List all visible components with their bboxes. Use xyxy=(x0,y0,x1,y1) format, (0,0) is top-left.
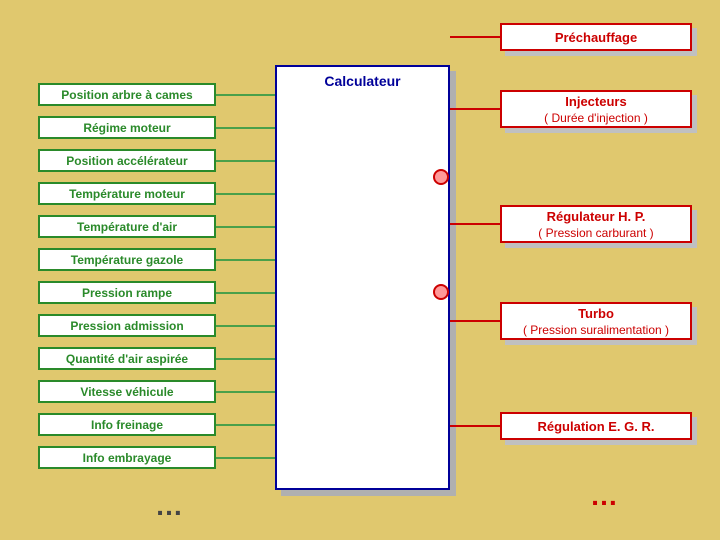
input-connector xyxy=(216,259,275,261)
input-box: Pression admission xyxy=(38,314,216,337)
input-box: Température d'air xyxy=(38,215,216,238)
calculator-label: Calculateur xyxy=(324,73,400,89)
output-title: Régulation E. G. R. xyxy=(537,419,654,434)
input-connector xyxy=(216,226,275,228)
input-connector xyxy=(216,160,275,162)
input-box: Vitesse véhicule xyxy=(38,380,216,403)
output-box: Turbo ( Pression suralimentation ) xyxy=(500,302,692,340)
input-connector xyxy=(216,424,275,426)
input-box: Température gazole xyxy=(38,248,216,271)
output-connector xyxy=(450,223,500,225)
calculator-box: Calculateur xyxy=(275,65,450,490)
output-connector xyxy=(450,320,500,322)
ellipsis-right: … xyxy=(590,480,622,512)
output-title: Injecteurs xyxy=(565,94,626,109)
output-subtitle: ( Durée d'injection ) xyxy=(544,111,648,125)
input-box: Régime moteur xyxy=(38,116,216,139)
input-box: Température moteur xyxy=(38,182,216,205)
connector-dot xyxy=(433,284,449,300)
connector-dot xyxy=(433,169,449,185)
input-connector xyxy=(216,94,275,96)
input-connector xyxy=(216,325,275,327)
output-box: Régulation E. G. R. xyxy=(500,412,692,440)
output-subtitle: ( Pression carburant ) xyxy=(538,226,653,240)
output-connector xyxy=(450,36,500,38)
input-connector xyxy=(216,358,275,360)
output-connector xyxy=(450,108,500,110)
ellipsis-left: … xyxy=(155,490,187,522)
output-subtitle: ( Pression suralimentation ) xyxy=(523,323,669,337)
output-title: Turbo xyxy=(578,306,614,321)
input-box: Info embrayage xyxy=(38,446,216,469)
output-box: Régulateur H. P. ( Pression carburant ) xyxy=(500,205,692,243)
input-connector xyxy=(216,391,275,393)
input-box: Quantité d'air aspirée xyxy=(38,347,216,370)
input-connector xyxy=(216,292,275,294)
input-connector xyxy=(216,193,275,195)
output-box: Injecteurs ( Durée d'injection ) xyxy=(500,90,692,128)
input-box: Position accélérateur xyxy=(38,149,216,172)
output-title: Préchauffage xyxy=(555,30,637,45)
output-box: Préchauffage xyxy=(500,23,692,51)
input-box: Position arbre à cames xyxy=(38,83,216,106)
input-box: Pression rampe xyxy=(38,281,216,304)
output-connector xyxy=(450,425,500,427)
input-connector xyxy=(216,457,275,459)
input-connector xyxy=(216,127,275,129)
input-box: Info freinage xyxy=(38,413,216,436)
output-title: Régulateur H. P. xyxy=(547,209,646,224)
